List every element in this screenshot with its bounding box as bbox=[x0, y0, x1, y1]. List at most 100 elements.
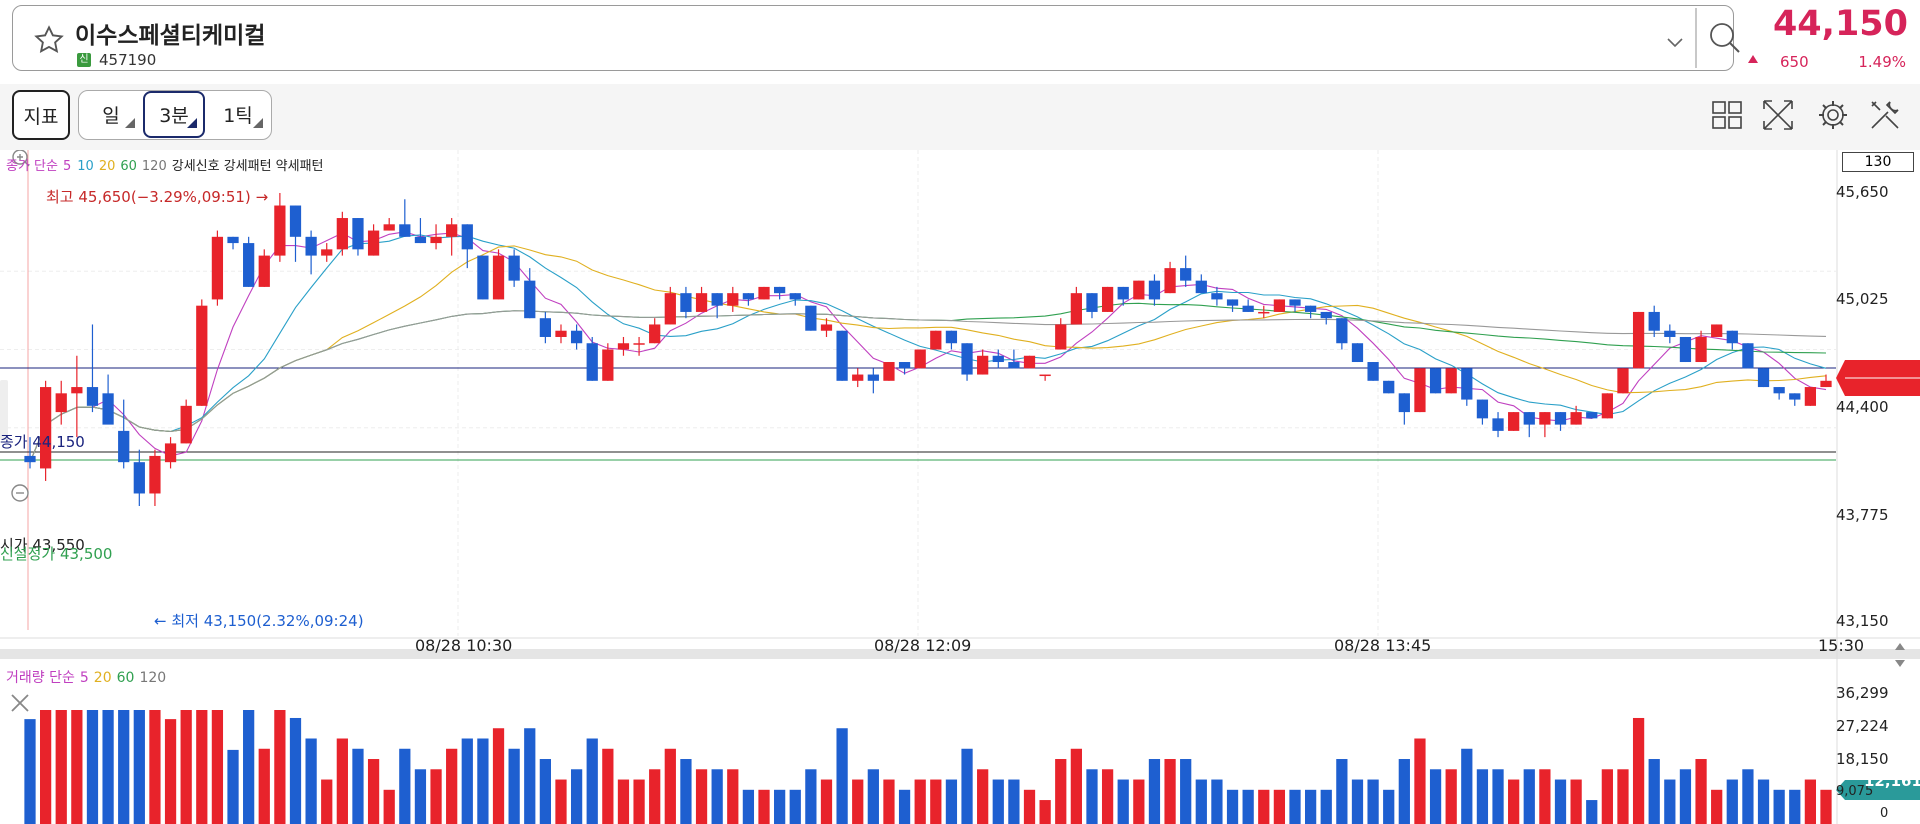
candle-body bbox=[243, 243, 255, 287]
price-up-icon bbox=[1748, 55, 1758, 63]
new-listing-badge: 신 bbox=[77, 53, 91, 67]
volume-bar bbox=[180, 710, 192, 824]
x-axis-tick: 15:30 bbox=[1818, 636, 1865, 655]
layout-grid-icon[interactable] bbox=[1710, 98, 1744, 132]
volume-bar bbox=[664, 748, 676, 824]
candle-body bbox=[39, 387, 52, 469]
volume-bar bbox=[1554, 779, 1567, 824]
legend-ma60: 60 bbox=[120, 159, 137, 174]
current-volume-tag-bg bbox=[1836, 780, 1920, 800]
candle-body bbox=[1554, 412, 1567, 425]
price-legend: 종가 단순 5 10 20 60 120 강세신호 강세패턴 약세패턴 bbox=[6, 155, 329, 174]
candle-body bbox=[477, 255, 489, 300]
legend-ma5: 5 bbox=[62, 159, 72, 174]
candle-body bbox=[1757, 368, 1770, 388]
volume-bar bbox=[695, 769, 708, 824]
candle-body bbox=[1023, 355, 1036, 369]
candle-body bbox=[1086, 293, 1098, 312]
volume-bar bbox=[164, 719, 177, 824]
vol-y-tick: 0 bbox=[1880, 806, 1889, 821]
candle-body bbox=[1632, 311, 1645, 369]
indicator-button[interactable]: 지표 bbox=[12, 90, 70, 140]
candle-body bbox=[1773, 387, 1785, 394]
candle-body bbox=[602, 349, 614, 381]
candle-body bbox=[961, 343, 973, 375]
vol-y-tick: 18,150 bbox=[1836, 750, 1889, 768]
volume-bar bbox=[1180, 759, 1192, 824]
candle-body bbox=[492, 255, 505, 300]
candle-body bbox=[789, 293, 801, 300]
x-axis-tick: 08/28 12:09 bbox=[874, 636, 972, 655]
volume-bar bbox=[555, 779, 567, 824]
volume-bar bbox=[945, 779, 958, 824]
vol-y-tick: 27,224 bbox=[1836, 717, 1889, 735]
candle-body bbox=[24, 455, 36, 463]
volume-bar bbox=[305, 738, 317, 824]
candle-count-box[interactable]: 130 bbox=[1842, 152, 1914, 172]
volume-bar bbox=[898, 789, 911, 824]
current-price-tag: 44,150 bbox=[1856, 431, 1914, 449]
period-day-button[interactable]: 일 bbox=[81, 93, 141, 136]
fullscreen-icon[interactable] bbox=[1761, 98, 1795, 132]
volume-bar bbox=[617, 779, 630, 824]
candle-body bbox=[1039, 374, 1051, 377]
favorite-star-icon[interactable] bbox=[33, 24, 65, 56]
candle-body bbox=[227, 236, 239, 244]
candle-body bbox=[352, 218, 364, 250]
scroll-updown-icon[interactable] bbox=[1895, 643, 1905, 667]
dropdown-corner-icon bbox=[187, 118, 197, 128]
candle-body bbox=[617, 343, 630, 350]
x-axis-tick: 08/28 13:45 bbox=[1334, 636, 1432, 655]
close-price-label: 종가 44,150 bbox=[0, 433, 85, 451]
volume-bar bbox=[1305, 789, 1317, 824]
candle-body bbox=[680, 293, 692, 312]
volume-bar bbox=[1336, 759, 1348, 824]
volume-bar bbox=[414, 769, 427, 824]
open-price-label: 시가 43,550 bbox=[0, 536, 85, 554]
period-day-label: 일 bbox=[102, 105, 120, 127]
candle-body bbox=[867, 374, 879, 381]
candle-body bbox=[1414, 368, 1426, 413]
candle-body bbox=[742, 293, 755, 300]
volume-bar bbox=[1383, 789, 1395, 824]
volume-bar bbox=[274, 710, 286, 824]
volume-bar bbox=[1664, 779, 1676, 824]
tools-icon[interactable] bbox=[1868, 98, 1902, 132]
volume-bar bbox=[852, 779, 864, 824]
candle-body bbox=[461, 224, 473, 250]
volume-bar bbox=[1133, 779, 1145, 824]
candle-body bbox=[711, 293, 723, 306]
candle-body bbox=[446, 224, 458, 237]
search-icon[interactable] bbox=[1703, 16, 1747, 60]
period-tick-button[interactable]: 1틱 bbox=[207, 93, 269, 136]
candle-body bbox=[1539, 412, 1551, 425]
candle-body bbox=[727, 293, 739, 306]
legend-ma10: 10 bbox=[77, 159, 94, 174]
y-axis-tick: 44,400 bbox=[1836, 398, 1889, 416]
candle-body bbox=[1305, 305, 1317, 312]
ma-line-10 bbox=[29, 234, 1827, 463]
zoom-in-icon[interactable] bbox=[12, 150, 30, 167]
volume-bar bbox=[1523, 769, 1535, 824]
period-3min-button[interactable]: 3분 bbox=[143, 91, 205, 138]
candle-body bbox=[1711, 324, 1723, 337]
volume-bar bbox=[570, 769, 583, 824]
volume-bar bbox=[914, 779, 926, 824]
close-volume-icon[interactable] bbox=[11, 694, 29, 712]
arrow-left-icon: ← bbox=[154, 612, 172, 630]
candle-body bbox=[1679, 336, 1692, 363]
settings-gear-icon[interactable] bbox=[1816, 98, 1850, 132]
zoom-out-icon[interactable] bbox=[11, 484, 29, 502]
candle-body bbox=[1429, 368, 1442, 394]
vol-legend-ma5: 5 bbox=[79, 670, 89, 686]
volume-bar bbox=[1211, 779, 1223, 824]
volume-bar bbox=[1820, 789, 1832, 824]
volume-bar bbox=[1242, 789, 1254, 824]
stock-search-bar[interactable]: 이수스페셜티케미컬 신 457190 bbox=[12, 5, 1740, 71]
volume-bar bbox=[1414, 738, 1426, 824]
price-chart[interactable] bbox=[0, 150, 1920, 824]
candle-body bbox=[1336, 318, 1348, 344]
candle-body bbox=[1445, 368, 1457, 394]
left-panel-handle[interactable] bbox=[0, 380, 8, 440]
chevron-down-icon[interactable] bbox=[1663, 30, 1687, 54]
